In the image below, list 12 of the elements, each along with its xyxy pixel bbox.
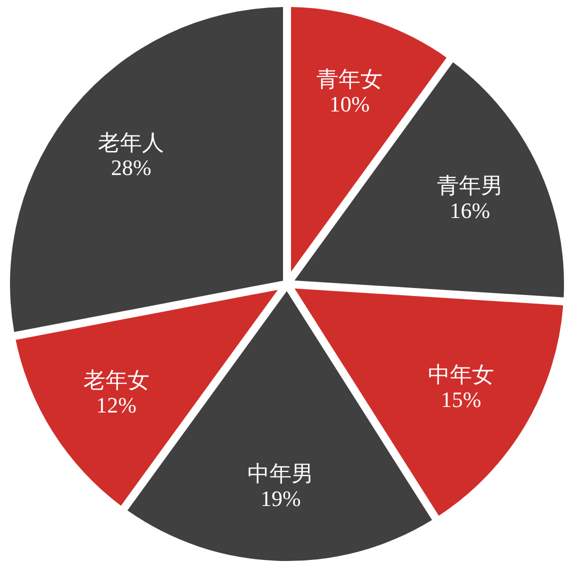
slice-label: 青年男 [436,172,503,198]
slice-label: 老年人 [98,130,164,156]
data-label: 16% [450,198,490,223]
data-label: 10% [329,92,370,117]
data-label: 12% [96,392,136,418]
data-label: 15% [440,386,482,412]
slice-label: 中年男 [248,461,314,486]
slice-label: 中年女 [428,362,494,387]
data-label: 28% [111,155,152,180]
slice-label: 老年女 [83,367,150,392]
slice-label: 青年女 [316,66,382,92]
data-label: 19% [260,486,301,512]
